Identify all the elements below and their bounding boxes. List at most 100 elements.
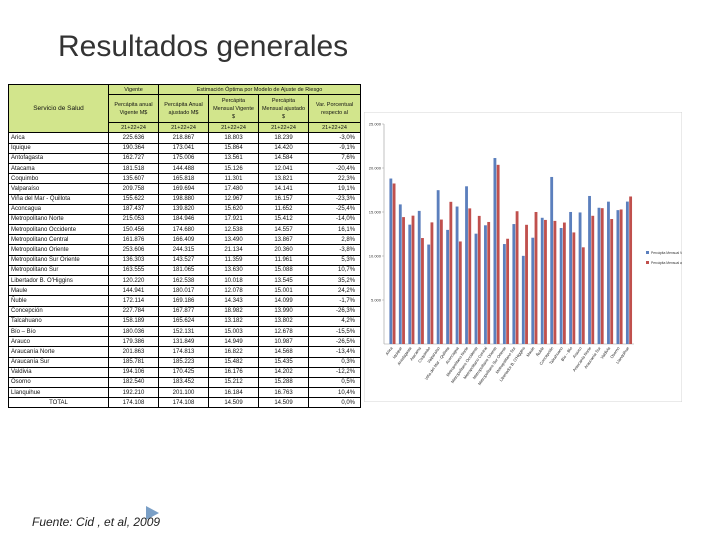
value-cell: 169.186 [158, 295, 209, 307]
value-cell: 201.863 [108, 346, 159, 358]
value-cell: 2,8% [307, 234, 362, 246]
bar-ajustado [619, 209, 623, 344]
table-row: Antofagasta 162.727 175.006 13.561 14.584 7,6… [8, 152, 362, 164]
value-cell: 198.880 [158, 193, 209, 205]
value-cell: 14.343 [208, 295, 259, 307]
total-value-cell: 174.108 [158, 397, 209, 409]
header-estimacion: Estimación Óptima por Modelo de Ajuste d… [157, 83, 362, 96]
value-cell: 18.803 [208, 132, 259, 144]
value-cell: 0,3% [307, 356, 362, 368]
value-cell: 13.802 [258, 315, 309, 327]
bar-ajustado [449, 201, 453, 344]
value-cell: 13.821 [258, 173, 309, 185]
value-cell: 165.818 [158, 173, 209, 185]
value-cell: 19,1% [307, 183, 362, 195]
bar-ajustado [610, 219, 614, 344]
value-cell: 16.157 [258, 193, 309, 205]
x-tick-label: Maule [525, 345, 536, 357]
value-cell: 13.490 [208, 234, 259, 246]
bar-ajustado [487, 221, 491, 344]
bar-vigente [531, 237, 535, 344]
bar-vigente [446, 229, 450, 344]
bar-vigente [398, 204, 402, 344]
value-cell: 136.303 [108, 254, 159, 266]
value-cell: -20,4% [307, 162, 362, 175]
value-cell: 15.864 [208, 142, 259, 154]
bar-vigente [436, 190, 440, 344]
source-footnote: Fuente: Cid , et al, 2009 [32, 515, 161, 529]
value-cell: 180.017 [158, 285, 209, 297]
value-cell: 174.680 [158, 224, 209, 236]
bar-vigente [550, 176, 554, 344]
table-row: Aconcagua 187.437 139.820 15.620 11.652 -25,4… [8, 203, 362, 215]
header-sub: Percápita anual Vigente M$ [108, 94, 159, 124]
value-cell: 11.359 [208, 254, 259, 266]
value-cell: 194.106 [108, 366, 159, 378]
value-cell: -26,3% [307, 305, 362, 317]
value-cell: 15.620 [208, 203, 259, 215]
bar-vigente [502, 244, 506, 344]
bar-ajustado [477, 215, 481, 344]
value-cell: 15.088 [258, 264, 309, 277]
value-cell: 253.606 [108, 244, 159, 256]
bar-ajustado [411, 215, 415, 344]
bar-vigente [588, 195, 591, 344]
bar-ajustado [421, 238, 424, 344]
value-cell: 167.877 [158, 305, 209, 317]
value-cell: 18.239 [258, 132, 309, 144]
service-name-cell: Libertador B. O'Higgins [8, 274, 109, 287]
value-cell: 165.624 [158, 315, 209, 327]
bar-ajustado [562, 222, 566, 344]
legend-swatch [646, 251, 649, 254]
value-cell: 10,7% [307, 264, 362, 277]
value-cell: 13.630 [208, 264, 259, 277]
value-cell: 15.412 [258, 213, 309, 226]
table-body: Arica 225.636 218.867 18.803 18.239 -3,0% Iqui… [8, 132, 362, 409]
value-cell: 181.065 [158, 264, 209, 277]
value-cell: 152.131 [158, 325, 209, 338]
service-name-cell: Atacama [8, 162, 109, 175]
table-row: Iquique 190.364 173.041 15.864 14.420 -9,1% [8, 142, 362, 154]
value-cell: 185.781 [108, 356, 159, 368]
value-cell: 150.456 [108, 224, 159, 236]
y-tick-label: 10.000 [369, 254, 382, 259]
bar-ajustado [439, 219, 443, 344]
value-cell: 144.488 [158, 162, 209, 175]
table-row: Valdivia 194.106 170.425 16.176 14.202 -12,2% [8, 366, 362, 378]
x-tick-label: Ñuble [535, 345, 546, 357]
value-cell: 163.555 [108, 264, 159, 277]
table-row: Viña del Mar - Quillota 155.622 198.880 12.… [8, 193, 362, 205]
service-name-cell: Arauco [8, 336, 109, 348]
bar-chart: 25.000 20.000 15.000 10.000 5.000 Arica Iquiqu… [364, 112, 682, 402]
service-name-cell: Valparaíso [8, 183, 109, 195]
value-cell: 14.099 [258, 295, 309, 307]
bar-vigente [417, 210, 421, 344]
bar-vigente [427, 244, 431, 344]
service-name-cell: Osorno [8, 376, 109, 389]
service-name-cell: Araucanía Norte [8, 346, 109, 358]
total-value-cell: 14.509 [208, 397, 259, 409]
value-cell: 185.223 [158, 356, 209, 368]
bar-vigente [408, 224, 412, 344]
value-cell: 15.435 [258, 356, 309, 368]
value-cell: 215.053 [108, 213, 159, 226]
value-cell: 16,1% [307, 224, 362, 236]
value-cell: 10.987 [258, 336, 309, 348]
value-cell: 14.568 [258, 346, 309, 358]
y-tick-label: 25.000 [369, 122, 382, 127]
bar-vigente [455, 206, 459, 344]
header-service: Servicio de Salud [8, 83, 109, 134]
value-cell: 135.607 [108, 173, 159, 185]
service-name-cell: Araucanía Sur [8, 356, 109, 368]
value-cell: 16.763 [258, 387, 309, 399]
y-tick-label: 5.000 [371, 298, 382, 303]
bar-ajustado [572, 232, 576, 344]
value-cell: 21.134 [208, 244, 259, 256]
table-row: Arica 225.636 218.867 18.803 18.239 -3,0% [8, 132, 362, 144]
table-row: Metropolitano Sur Oriente 136.303 143.527 1… [8, 254, 362, 266]
service-name-cell: Metropolitano Occidente [8, 224, 109, 236]
value-cell: 225.636 [108, 132, 159, 144]
bar-ajustado [496, 164, 500, 344]
value-cell: 14.584 [258, 152, 309, 164]
value-cell: 15.288 [258, 376, 309, 389]
